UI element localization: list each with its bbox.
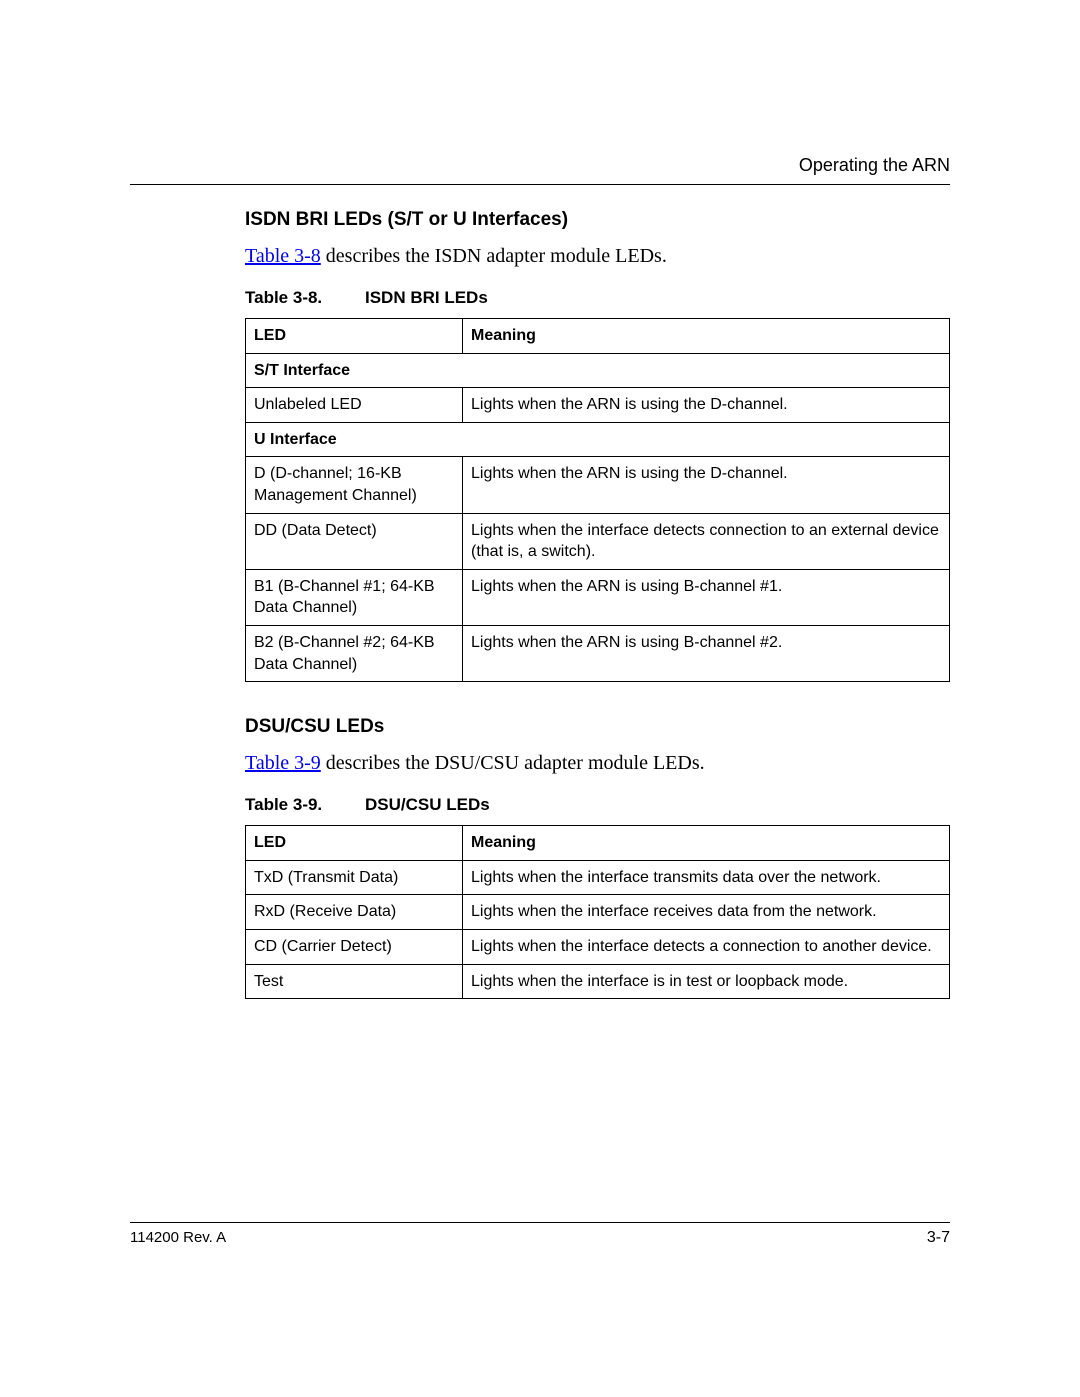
table-row: CD (Carrier Detect) Lights when the inte… [246, 929, 950, 964]
table-3-9-title: DSU/CSU LEDs [365, 795, 490, 814]
cell-led: Unlabeled LED [246, 388, 463, 423]
table-3-9-caption: Table 3-9.DSU/CSU LEDs [245, 795, 950, 815]
cell-meaning: Lights when the interface detects connec… [463, 513, 950, 569]
page-footer: 114200 Rev. A 3-7 [130, 1222, 950, 1247]
table-subheader-st: S/T Interface [246, 353, 950, 388]
cell-led: CD (Carrier Detect) [246, 929, 463, 964]
table-row: Test Lights when the interface is in tes… [246, 964, 950, 999]
table-row: LED Meaning [246, 319, 950, 354]
col-header-led: LED [246, 826, 463, 861]
table-row: D (D-channel; 16-KB Management Channel) … [246, 457, 950, 513]
subheader-u-label: U Interface [246, 422, 950, 457]
footer-revision: 114200 Rev. A [130, 1229, 226, 1247]
table-row: B1 (B-Channel #1; 64-KB Data Channel) Li… [246, 569, 950, 625]
chapter-header: Operating the ARN [130, 155, 950, 176]
col-header-meaning: Meaning [463, 826, 950, 861]
table-subheader-u: U Interface [246, 422, 950, 457]
cell-meaning: Lights when the ARN is using the D-chann… [463, 457, 950, 513]
cell-led: B2 (B-Channel #2; 64-KB Data Channel) [246, 625, 463, 681]
cell-led: D (D-channel; 16-KB Management Channel) [246, 457, 463, 513]
cell-meaning: Lights when the interface receives data … [463, 895, 950, 930]
cell-led: Test [246, 964, 463, 999]
table-3-8-caption: Table 3-8.ISDN BRI LEDs [245, 288, 950, 308]
table-3-9: LED Meaning TxD (Transmit Data) Lights w… [245, 825, 950, 999]
table-row: B2 (B-Channel #2; 64-KB Data Channel) Li… [246, 625, 950, 681]
intro-paragraph-2: Table 3-9 describes the DSU/CSU adapter … [245, 752, 950, 775]
intro-paragraph-1: Table 3-8 describes the ISDN adapter mod… [245, 245, 950, 268]
cell-meaning: Lights when the interface is in test or … [463, 964, 950, 999]
table-3-9-number: Table 3-9. [245, 795, 365, 815]
col-header-led: LED [246, 319, 463, 354]
footer-rule [130, 1222, 950, 1223]
cell-meaning: Lights when the interface detects a conn… [463, 929, 950, 964]
subheader-st-label: S/T Interface [246, 353, 950, 388]
section-heading-isdn: ISDN BRI LEDs (S/T or U Interfaces) [245, 209, 950, 231]
table-3-9-link[interactable]: Table 3-9 [245, 752, 321, 774]
table-3-8: LED Meaning S/T Interface Unlabeled LED … [245, 318, 950, 682]
page: Operating the ARN ISDN BRI LEDs (S/T or … [0, 0, 1080, 1397]
table-row: LED Meaning [246, 826, 950, 861]
header-rule [130, 184, 950, 185]
table-row: TxD (Transmit Data) Lights when the inte… [246, 860, 950, 895]
cell-meaning: Lights when the ARN is using B-channel #… [463, 569, 950, 625]
footer-page-number: 3-7 [927, 1229, 950, 1247]
cell-led: DD (Data Detect) [246, 513, 463, 569]
content-area: ISDN BRI LEDs (S/T or U Interfaces) Tabl… [245, 209, 950, 999]
cell-led: RxD (Receive Data) [246, 895, 463, 930]
cell-meaning: Lights when the ARN is using the D-chann… [463, 388, 950, 423]
table-row: RxD (Receive Data) Lights when the inter… [246, 895, 950, 930]
table-3-8-link[interactable]: Table 3-8 [245, 245, 321, 267]
intro-text-1: describes the ISDN adapter module LEDs. [321, 245, 667, 267]
cell-led: TxD (Transmit Data) [246, 860, 463, 895]
table-row: Unlabeled LED Lights when the ARN is usi… [246, 388, 950, 423]
section-heading-dsu: DSU/CSU LEDs [245, 716, 950, 738]
table-row: DD (Data Detect) Lights when the interfa… [246, 513, 950, 569]
cell-led: B1 (B-Channel #1; 64-KB Data Channel) [246, 569, 463, 625]
intro-text-2: describes the DSU/CSU adapter module LED… [321, 752, 705, 774]
cell-meaning: Lights when the ARN is using B-channel #… [463, 625, 950, 681]
cell-meaning: Lights when the interface transmits data… [463, 860, 950, 895]
table-3-8-title: ISDN BRI LEDs [365, 288, 488, 307]
col-header-meaning: Meaning [463, 319, 950, 354]
table-3-8-number: Table 3-8. [245, 288, 365, 308]
